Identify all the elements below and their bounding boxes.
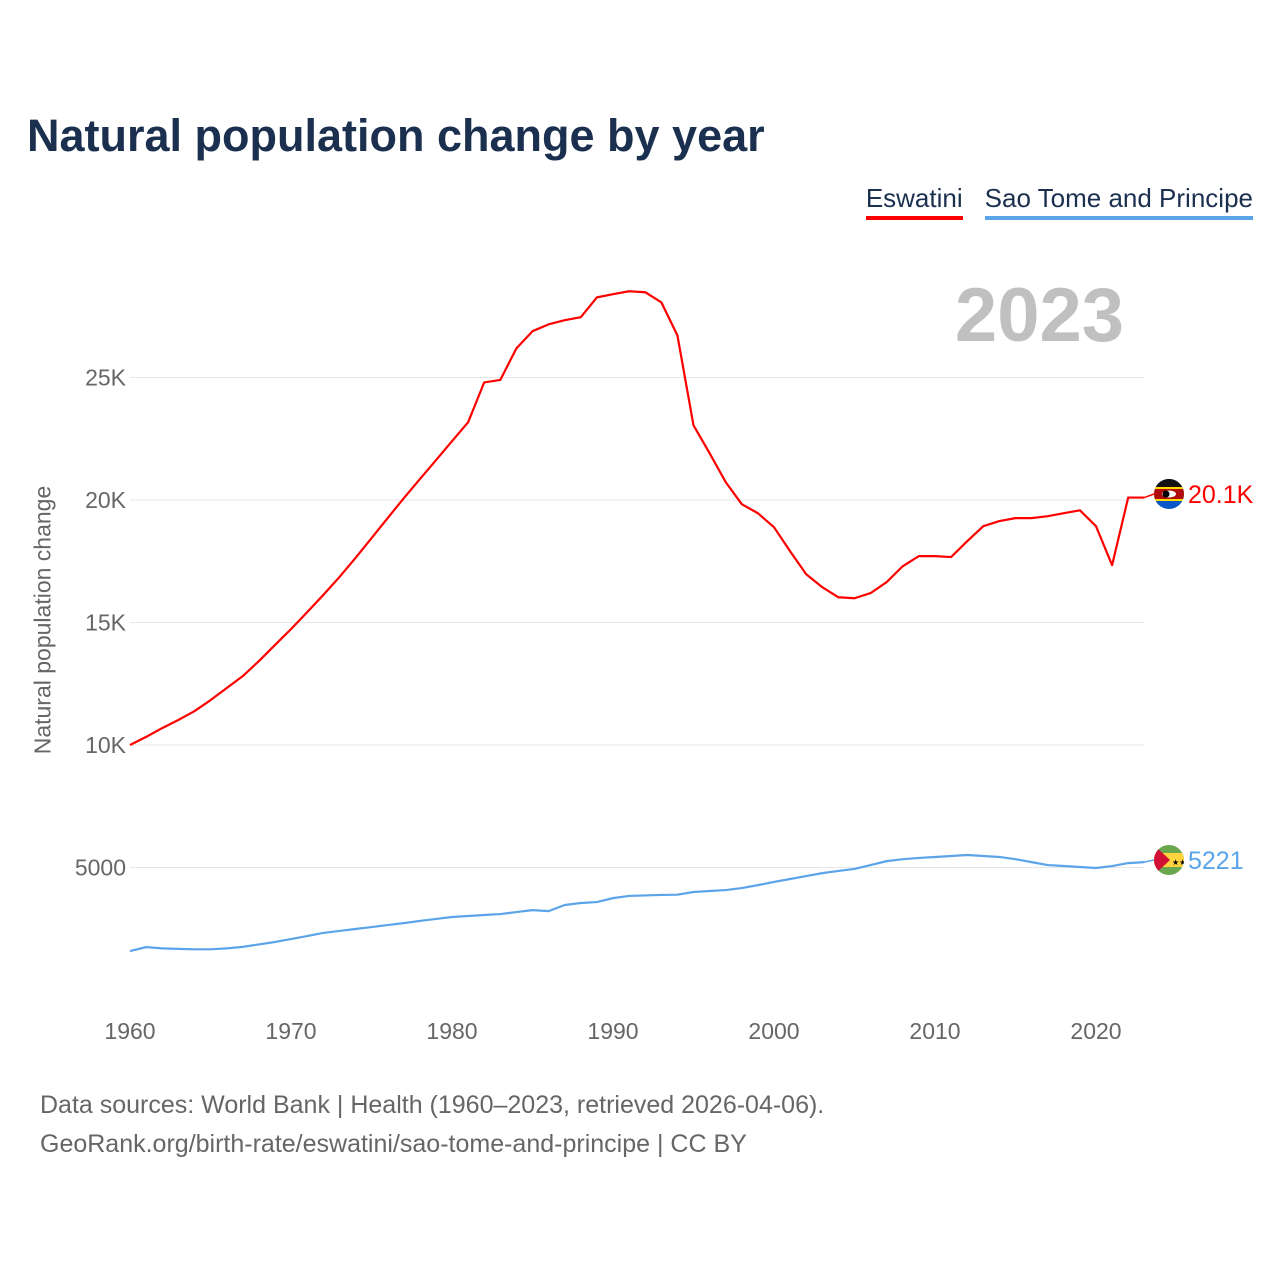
y-tick-label: 10K bbox=[85, 732, 127, 758]
plot-area: 5000 10K 15K 20K 25K 1960 1970 1980 1990 2000 2010… bbox=[75, 290, 1254, 1044]
series-line-eswatini bbox=[129, 290, 1145, 746]
legend-item-eswatini[interactable]: Eswatini bbox=[865, 183, 963, 220]
y-tick-label: 25K bbox=[85, 365, 127, 391]
y-tick-label: 15K bbox=[85, 610, 127, 636]
y-tick-label: 5000 bbox=[75, 855, 126, 881]
series-line-sao-tome bbox=[129, 853, 1145, 953]
legend-item-sao-tome[interactable]: Sao Tome and Principe bbox=[984, 183, 1253, 220]
end-connector bbox=[1144, 859, 1155, 863]
legend: Eswatini Sao Tome and Principe bbox=[865, 183, 1253, 220]
chart-title: Natural population change by year bbox=[27, 110, 765, 161]
x-tick-label: 1990 bbox=[587, 1018, 638, 1044]
x-tick-label: 1960 bbox=[104, 1018, 155, 1044]
footer: Data sources: World Bank | Health (1960–… bbox=[40, 1086, 824, 1164]
end-value-label: 5221 bbox=[1188, 847, 1244, 875]
svg-text:★★: ★★ bbox=[1172, 858, 1186, 867]
x-tick-label: 2020 bbox=[1070, 1018, 1121, 1044]
x-tick-label: 1970 bbox=[265, 1018, 316, 1044]
footer-link[interactable]: GeoRank.org/birth-rate/eswatini/sao-tome… bbox=[40, 1130, 747, 1158]
sao-tome-flag-icon: ★★ bbox=[1154, 845, 1186, 875]
end-connector bbox=[1144, 493, 1155, 499]
x-tick-label: 2000 bbox=[748, 1018, 799, 1044]
footer-sources: Data sources: World Bank | Health (1960–… bbox=[40, 1091, 825, 1119]
y-tick-label: 20K bbox=[85, 487, 127, 513]
x-tick-label: 1980 bbox=[426, 1018, 477, 1044]
eswatini-flag-icon bbox=[1154, 479, 1184, 509]
end-value-label: 20.1K bbox=[1188, 481, 1254, 509]
x-tick-label: 2010 bbox=[909, 1018, 960, 1044]
year-label: 2023 bbox=[954, 273, 1124, 358]
